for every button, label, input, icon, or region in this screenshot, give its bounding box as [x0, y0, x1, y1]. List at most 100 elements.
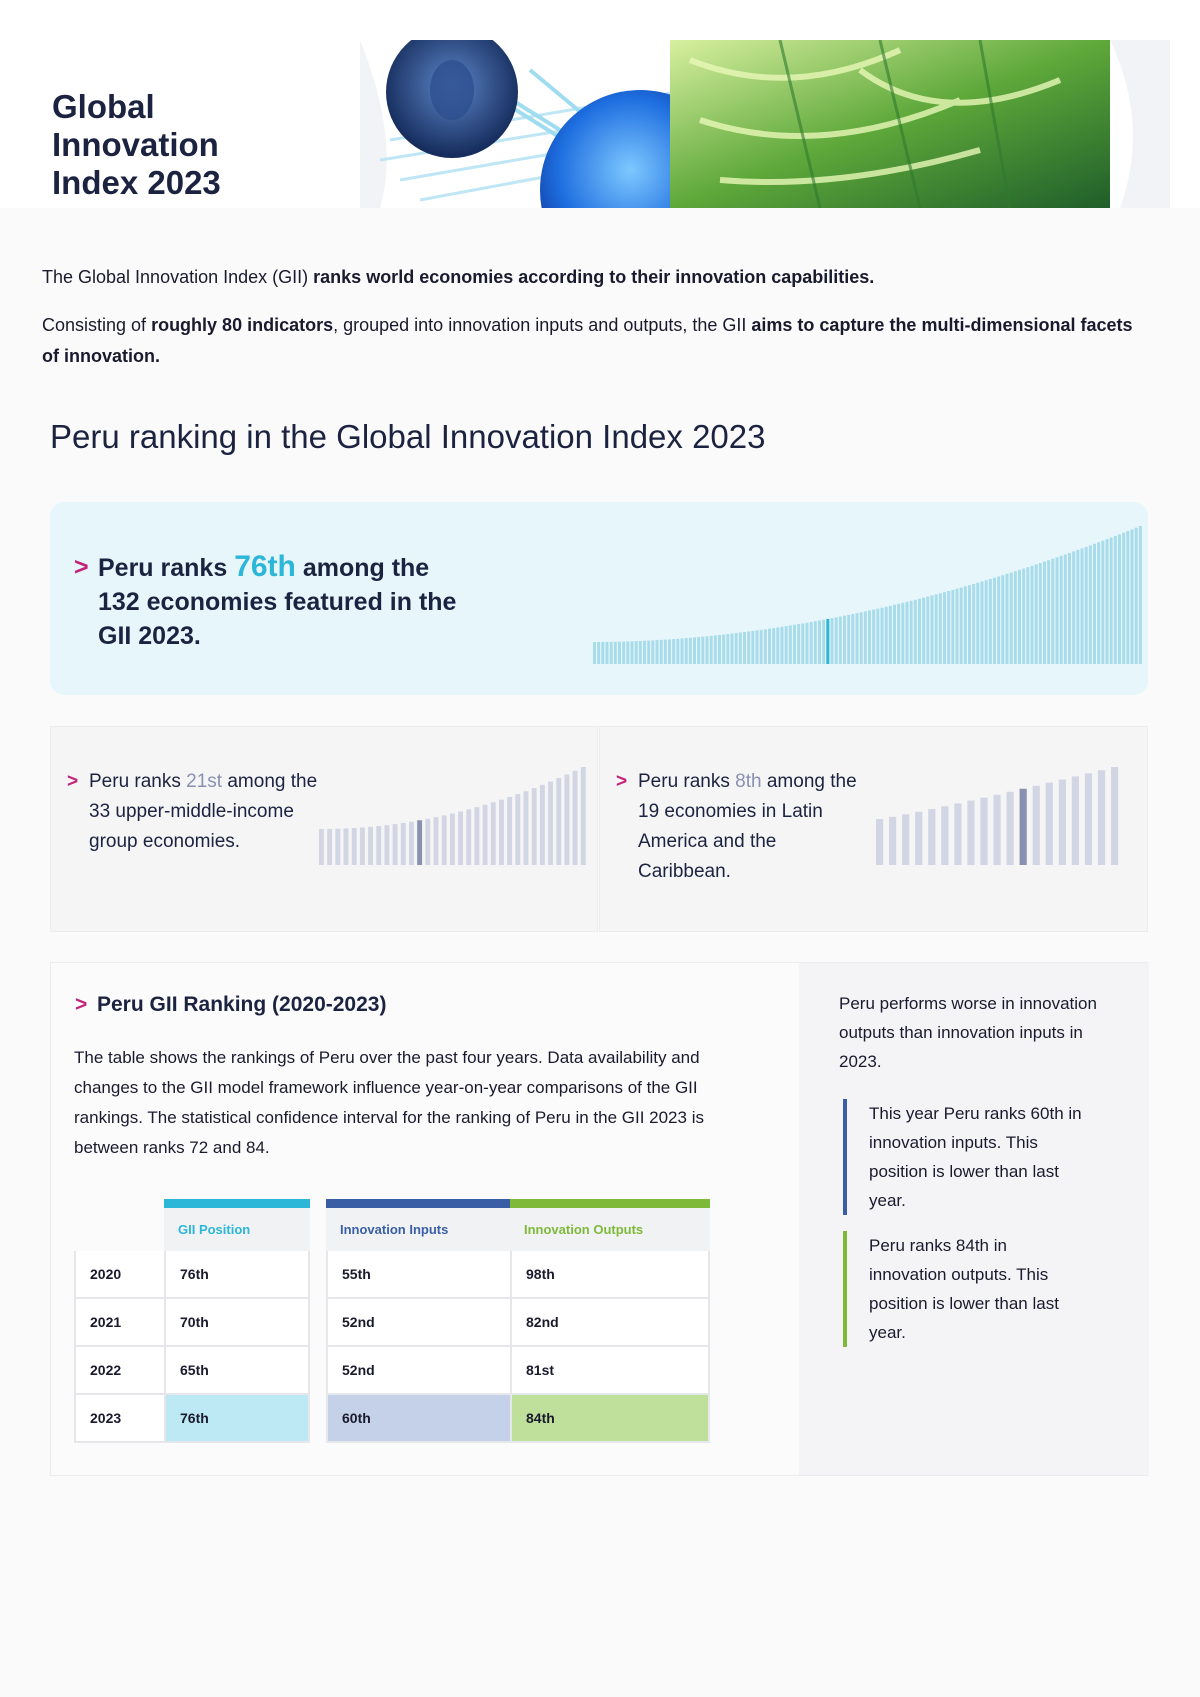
bar — [805, 622, 809, 664]
region-text: > Peru ranks 8th among the 19 economies … — [616, 767, 868, 887]
intro-paragraph-2: Consisting of roughly 80 indicators, gro… — [42, 315, 1133, 366]
bar — [466, 809, 472, 865]
bar — [730, 633, 734, 664]
bar — [763, 629, 767, 664]
bar — [1013, 571, 1017, 664]
bar — [425, 818, 431, 865]
bar — [659, 639, 663, 664]
bar — [784, 626, 788, 664]
table-row: 2022 65th — [74, 1347, 310, 1395]
bar — [788, 625, 792, 664]
bar — [643, 640, 646, 664]
bar — [843, 615, 846, 664]
bar — [1076, 549, 1080, 664]
sidebar-lead: Peru performs worse in innovation output… — [839, 994, 1097, 1071]
bar — [1130, 529, 1134, 664]
bar — [688, 637, 692, 664]
bar — [1022, 568, 1026, 664]
bar — [1032, 785, 1040, 865]
bar — [482, 804, 488, 865]
bar — [1084, 773, 1093, 865]
bar — [984, 580, 988, 664]
bar — [630, 641, 634, 664]
bar — [889, 816, 897, 865]
bar — [997, 576, 1001, 664]
bar — [676, 638, 680, 664]
bar — [801, 623, 805, 664]
bar — [474, 807, 480, 865]
section-title: Peru ranking in the Global Innovation In… — [50, 418, 766, 455]
bar — [1055, 557, 1059, 664]
bar — [351, 828, 357, 865]
table-row: 52nd 82nd — [326, 1299, 710, 1347]
bar — [531, 788, 537, 865]
region-card: > Peru ranks 8th among the 19 economies … — [599, 726, 1148, 932]
bar — [618, 641, 621, 664]
bar — [988, 579, 992, 664]
bar — [593, 642, 596, 664]
bar — [1093, 543, 1096, 664]
bar — [951, 589, 955, 664]
chevron-right-icon: > — [74, 553, 89, 581]
bar — [855, 613, 859, 664]
bar — [876, 819, 884, 865]
bar — [605, 641, 609, 664]
overall-rank-text: > Peru ranks 76th among the 132 economie… — [74, 550, 457, 650]
bar — [1058, 779, 1066, 865]
bar — [343, 828, 349, 865]
bar — [572, 770, 578, 865]
bar — [913, 599, 917, 664]
bar — [384, 825, 390, 865]
outputs-cell: 81st — [510, 1347, 710, 1395]
bar — [793, 624, 796, 664]
inputs-header: Innovation Inputs — [326, 1199, 510, 1251]
ranking-sidebar: Peru performs worse in innovation output… — [799, 963, 1149, 1475]
bar — [1097, 542, 1101, 664]
bar — [684, 638, 688, 664]
bar — [597, 641, 601, 664]
bar — [1072, 551, 1076, 664]
bar — [922, 597, 926, 664]
bar — [884, 606, 888, 664]
highlighted-bar — [826, 618, 830, 664]
bar — [609, 641, 613, 664]
bar — [1059, 555, 1063, 664]
inputs-cell: 52nd — [326, 1347, 510, 1395]
bar — [959, 587, 963, 664]
bar — [928, 809, 936, 865]
bar — [834, 617, 838, 664]
bar — [897, 603, 901, 664]
bar — [1110, 767, 1119, 865]
bar — [507, 796, 513, 865]
bar — [556, 778, 562, 865]
bar — [499, 799, 504, 865]
bar — [680, 638, 684, 664]
bar — [859, 612, 863, 664]
bar — [1122, 532, 1126, 664]
bar — [967, 800, 975, 865]
bar — [327, 828, 333, 865]
overall-rank-banner: > Peru ranks 76th among the 132 economie… — [50, 502, 1148, 695]
bar — [968, 585, 971, 664]
bar — [838, 616, 842, 664]
bar — [926, 596, 930, 664]
bar — [580, 767, 586, 865]
region-bar-chart — [876, 767, 1119, 865]
inputs-outputs-table: Innovation Inputs Innovation Outputs 55t… — [326, 1199, 710, 1443]
report-title: Global Innovation Index 2023 — [52, 88, 332, 202]
table-row: 52nd 81st — [326, 1347, 710, 1395]
bar — [564, 774, 570, 865]
bar — [780, 626, 784, 664]
bar — [943, 592, 946, 664]
bar — [718, 634, 721, 664]
bar — [376, 826, 382, 865]
bar — [697, 637, 701, 664]
bar — [1063, 554, 1067, 664]
bar — [441, 815, 447, 865]
bar — [1068, 552, 1071, 664]
bar — [918, 598, 921, 664]
bar — [722, 634, 726, 664]
bar — [751, 630, 755, 664]
income-group-rank-value: 21st — [186, 771, 223, 792]
bar — [726, 634, 730, 664]
